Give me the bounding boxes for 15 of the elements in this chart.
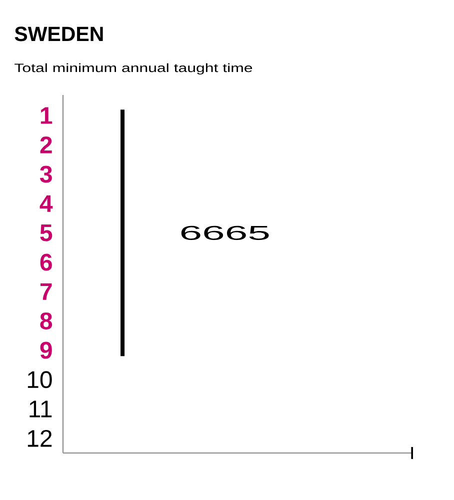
y-tick-label: 12: [28, 430, 52, 447]
y-tick-label: 11: [30, 400, 52, 418]
y-tick-label: 5: [40, 224, 52, 242]
y-tick-label: 6: [40, 254, 52, 271]
chart-title: SWEDEN: [14, 26, 103, 42]
y-tick-label: 10: [28, 371, 52, 388]
y-tick-label: 2: [40, 136, 52, 154]
y-tick-label: 1: [40, 107, 52, 124]
y-tick-label: 7: [40, 283, 52, 300]
chart-subtitle: Total minimum annual taught time: [14, 63, 252, 74]
y-tick-label: 8: [40, 312, 52, 330]
y-tick-label: 3: [40, 166, 52, 183]
annotation: 6665: [181, 226, 269, 240]
y-tick-label: 4: [40, 195, 53, 212]
y-tick-label: 9: [40, 342, 52, 359]
